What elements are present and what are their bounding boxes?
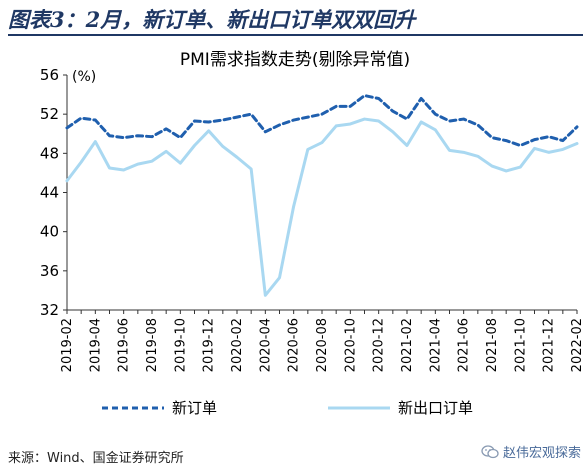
legend-item-new-orders-label: 新订单 [172,399,217,417]
x-tick-label: 2020-06 [287,318,302,372]
series-line-new-orders [65,94,579,147]
x-tick-label: 2021-02 [400,318,415,372]
x-tick-label: 2020-10 [343,318,358,372]
x-tick-label: 2020-02 [230,318,245,372]
header-rule [8,34,583,36]
x-tick-label: 2019-06 [117,318,132,372]
x-tick-label: 2019-10 [173,318,188,372]
source-note: 来源：Wind、国金证券研究所 [8,451,184,466]
watermark-text: 赵伟宏观探索 [502,446,581,461]
chart-title: PMI需求指数走势(剔除异常值) [180,50,410,70]
x-tick-label: 2019-04 [88,318,103,372]
x-tick-label: 2021-12 [542,318,557,372]
x-tick-label: 2021-10 [513,318,528,372]
x-tick-label: 2020-12 [372,318,387,372]
x-tick-label: 2021-08 [485,318,500,372]
series-layer [65,94,579,297]
y-tick-label: 52 [40,105,59,123]
x-tick-label: 2022-02 [570,318,585,372]
y-unit-label: (%) [72,69,96,85]
x-tick-label: 2019-02 [60,318,75,372]
y-tick-label: 40 [40,223,59,241]
x-tick-label: 2021-06 [457,318,472,372]
x-tick-label: 2019-08 [145,318,160,372]
y-tick-label: 44 [40,184,59,202]
y-tick-label: 36 [40,262,59,280]
chart: PMI需求指数走势(剔除异常值) (%) 32 36 40 44 48 52 56 2019-… [40,50,585,417]
x-tick-label: 2021-04 [428,318,443,372]
series-line-new-export-orders [65,117,579,297]
wechat-icon [481,444,499,458]
x-tick-label: 2020-04 [258,318,273,372]
figure-title: 图表3：2月，新订单、新出口订单双双回升 [8,7,416,32]
watermark: 赵伟宏观探索 [481,442,581,461]
x-tick-label: 2019-12 [202,318,217,372]
figure-header: 图表3：2月，新订单、新出口订单双双回升 [8,0,583,36]
y-tick-label: 32 [40,301,59,319]
legend: 新订单 新出口订单 [102,399,473,417]
legend-item-new-export-orders-label: 新出口订单 [398,399,473,417]
y-tick-label: 56 [40,66,59,84]
axes: 32 36 40 44 48 52 56 2019-02 2019-04 2019-06 2019-… [40,66,585,372]
y-tick-label: 48 [40,144,59,162]
x-tick-label: 2020-08 [315,318,330,372]
